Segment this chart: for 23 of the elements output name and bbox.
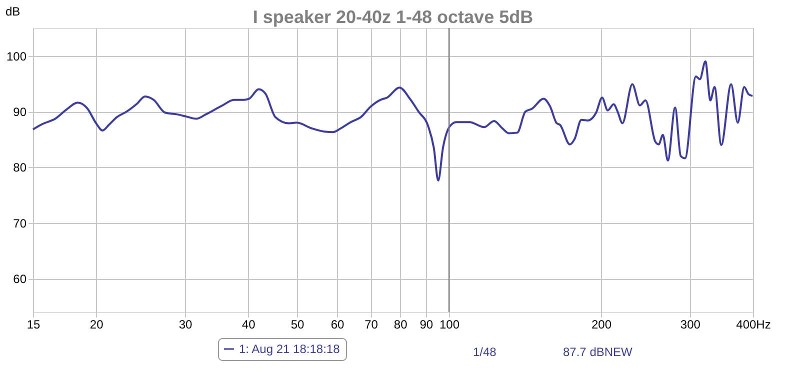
x-tick-label: 400Hz [736, 318, 771, 332]
x-tick-label: 80 [394, 318, 408, 332]
text: 1/48 [473, 345, 497, 359]
y-tick-label: 80 [13, 160, 27, 175]
x-tick-label: 70 [364, 318, 378, 332]
chart-title: I speaker 20-40z 1-48 octave 5dB [252, 7, 534, 27]
y-tick-label: 60 [13, 272, 27, 286]
x-tick-label: 40 [242, 318, 256, 332]
x-tick-label: 90 [420, 318, 434, 332]
y-tick-label: 100 [6, 49, 27, 64]
y-axis-title: dB [6, 4, 20, 18]
x-tick-label: 15 [26, 318, 40, 332]
x-tick-label: 60 [330, 318, 344, 332]
x-tick-label: 20 [90, 318, 104, 332]
x-tick-label: 200 [591, 318, 612, 332]
text: 87.7 dBNEW [563, 345, 634, 359]
x-tick-label: 300 [680, 318, 701, 332]
legend-label: 1: Aug 21 18:18:18 [239, 342, 340, 356]
y-tick-label: 90 [13, 105, 27, 120]
x-tick-label: 30 [178, 318, 192, 332]
y-tick-label: 70 [13, 216, 27, 230]
x-tick-label: 100 [439, 318, 460, 332]
x-tick-label: 50 [290, 318, 305, 332]
